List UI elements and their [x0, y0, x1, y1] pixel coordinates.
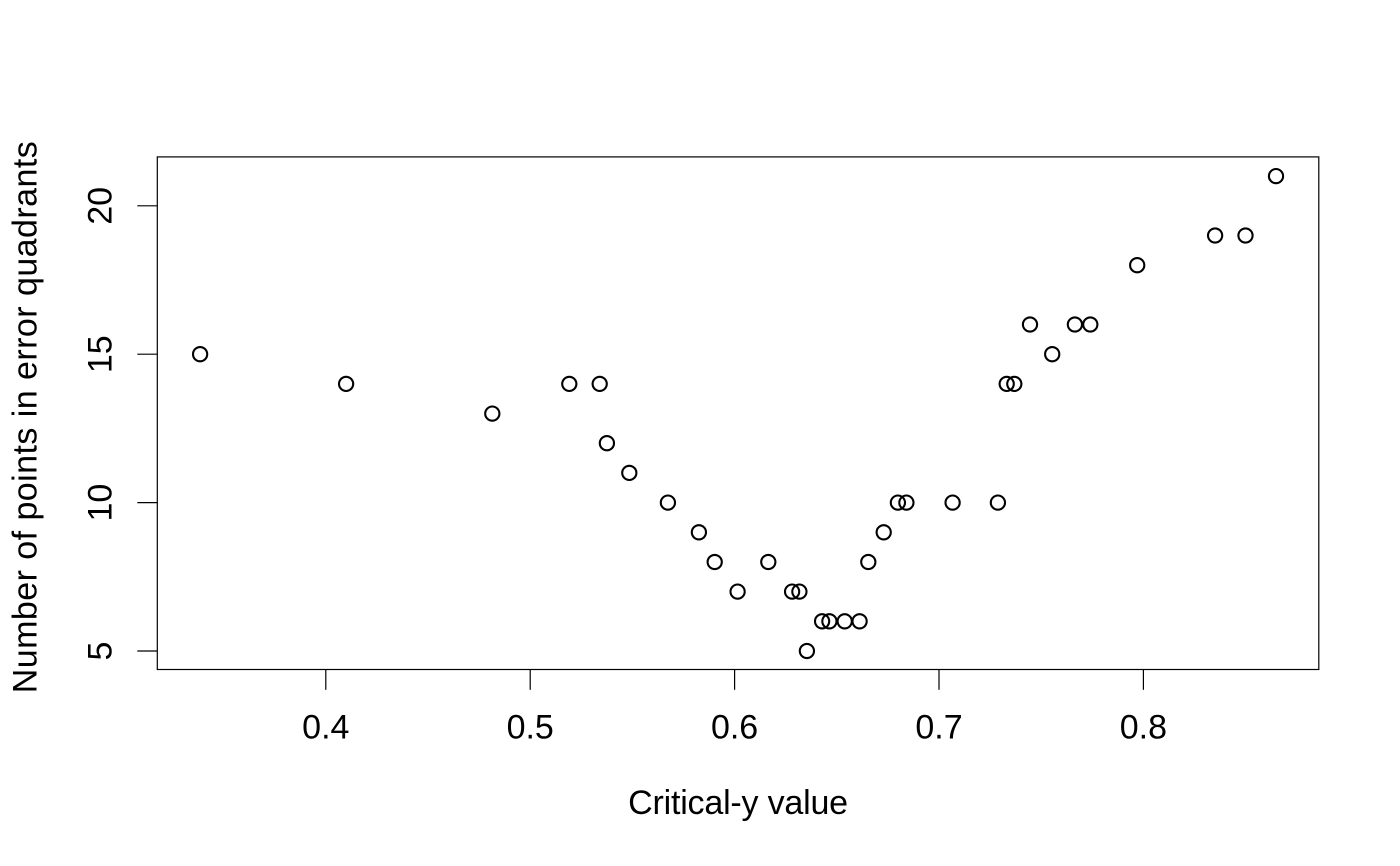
svg-text:10: 10 — [82, 484, 120, 522]
svg-text:0.5: 0.5 — [507, 709, 554, 747]
svg-text:0.6: 0.6 — [711, 709, 758, 747]
svg-text:Critical-y value: Critical-y value — [628, 784, 848, 822]
svg-text:5: 5 — [82, 642, 120, 661]
svg-text:0.4: 0.4 — [302, 709, 349, 747]
svg-text:0.8: 0.8 — [1120, 709, 1167, 747]
svg-text:0.7: 0.7 — [915, 709, 962, 747]
svg-text:20: 20 — [82, 187, 120, 225]
svg-text:15: 15 — [82, 335, 120, 373]
svg-text:Number of points in error quad: Number of points in error quadrants — [7, 141, 45, 693]
